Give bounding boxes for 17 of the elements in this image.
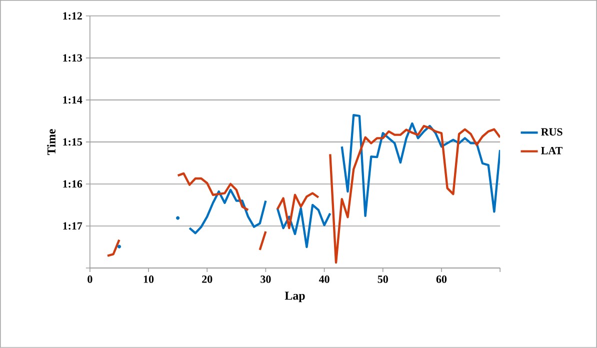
y-tick-label: 1:14 xyxy=(63,96,82,104)
y-tick-label: 1:15 xyxy=(63,138,82,146)
y-tick-label: 1:17 xyxy=(63,222,82,230)
x-tick-label: 40 xyxy=(318,276,330,283)
x-tick-label: 0 xyxy=(88,276,92,283)
x-tick-label: 50 xyxy=(378,276,388,283)
legend-label: LAT xyxy=(541,146,562,154)
x-axis-title: Lap xyxy=(284,292,305,302)
x-tick-label: 60 xyxy=(436,276,447,283)
y-tick-label: 1:12 xyxy=(63,12,82,20)
y-tick-label: 1:13 xyxy=(63,54,82,62)
x-tick-label: 30 xyxy=(260,276,271,283)
y-axis-title: Time xyxy=(47,129,56,155)
x-tick-label: 10 xyxy=(144,276,154,283)
legend-label: RUS xyxy=(541,128,562,136)
y-tick-label: 1:16 xyxy=(63,180,82,188)
x-tick-label: 20 xyxy=(202,276,212,283)
